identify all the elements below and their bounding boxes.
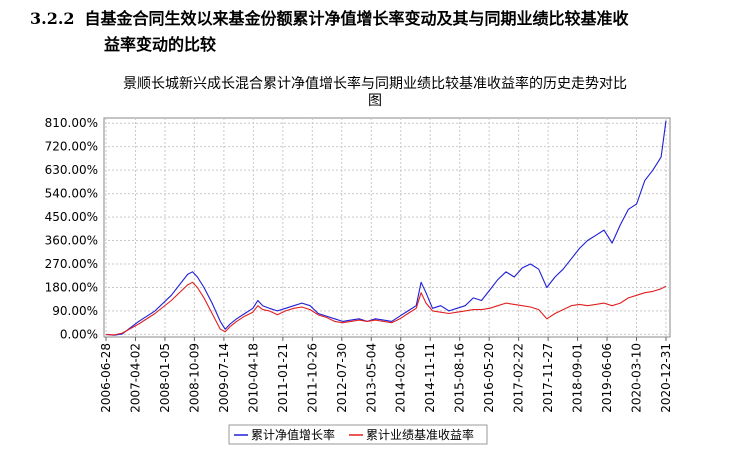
x-tick-label: 2015-08-16 xyxy=(453,343,467,413)
section-heading-line2: 益率变动的比较 xyxy=(104,35,217,54)
x-tick-label: 2008-01-05 xyxy=(158,343,172,413)
y-tick-label: 540.00% xyxy=(45,187,98,201)
series-line xyxy=(105,281,667,336)
x-tick-label: 2008-10-09 xyxy=(187,343,201,413)
x-tick-label: 2019-06-06 xyxy=(600,343,614,413)
y-tick-label: 90.00% xyxy=(52,304,98,318)
x-tick-label: 2006-06-28 xyxy=(99,343,113,413)
y-tick-label: 720.00% xyxy=(45,140,98,154)
section-heading: 3.2.2 自基金合同生效以来基金份额累计净值增长率变动及其与同期业绩比较基准收 … xyxy=(30,6,730,58)
x-tick-label: 2014-02-06 xyxy=(394,343,408,413)
y-tick-label: 270.00% xyxy=(45,257,98,271)
x-tick-label: 2020-03-10 xyxy=(630,343,644,413)
y-tick-label: 810.00% xyxy=(45,116,98,130)
y-axis: 810.00% 720.00% 630.00% 540.00% 450.00% 360.0… xyxy=(45,116,98,341)
x-tick-label: 2017-02-22 xyxy=(512,343,526,413)
plot-area xyxy=(103,117,671,338)
legend: 累计净值增长率 累计业绩基准收益率 xyxy=(228,424,488,445)
chart-title-line1: 景顺长城新兴成长混合累计净值增长率与同期业绩比较基准收益率的历史走势对比 xyxy=(123,76,627,92)
x-tick-label: 2017-11-27 xyxy=(541,343,555,413)
grid-lines xyxy=(104,118,670,337)
series-line xyxy=(105,120,667,336)
x-tick-label: 2007-04-02 xyxy=(128,343,142,413)
x-tick-label: 2009-07-14 xyxy=(217,343,231,413)
x-tick-label: 2018-09-01 xyxy=(571,343,585,413)
x-tick-label: 2011-10-26 xyxy=(305,343,319,413)
x-tick-label: 2014-11-11 xyxy=(423,343,437,413)
x-tick-label: 2011-01-21 xyxy=(276,343,290,413)
y-tick-label: 630.00% xyxy=(45,163,98,177)
y-tick-label: 450.00% xyxy=(45,210,98,224)
y-tick-label: 180.00% xyxy=(45,280,98,294)
x-tick-label: 2010-04-18 xyxy=(246,343,260,413)
section-number: 3.2.2 xyxy=(30,9,75,28)
x-axis: 2006-06-28 2007-04-02 2008-01-05 2008-10-09… xyxy=(99,337,673,413)
chart-title-line2: 图 xyxy=(368,93,382,109)
x-tick-label: 2012-07-30 xyxy=(335,343,349,413)
legend-label: 累计业绩基准收益率 xyxy=(366,427,474,442)
series-lines xyxy=(105,120,667,336)
x-tick-label: 2020-12-31 xyxy=(659,343,673,413)
x-tick-label: 2016-05-20 xyxy=(482,343,496,413)
y-tick-label: 0.00% xyxy=(60,327,98,341)
section-heading-line1: 自基金合同生效以来基金份额累计净值增长率变动及其与同期业绩比较基准收 xyxy=(84,9,629,28)
x-tick-label: 2013-05-04 xyxy=(364,343,378,413)
legend-label: 累计净值增长率 xyxy=(251,427,335,442)
y-tick-label: 360.00% xyxy=(45,234,98,248)
chart-title: 景顺长城新兴成长混合累计净值增长率与同期业绩比较基准收益率的历史走势对比 图 xyxy=(30,76,720,110)
